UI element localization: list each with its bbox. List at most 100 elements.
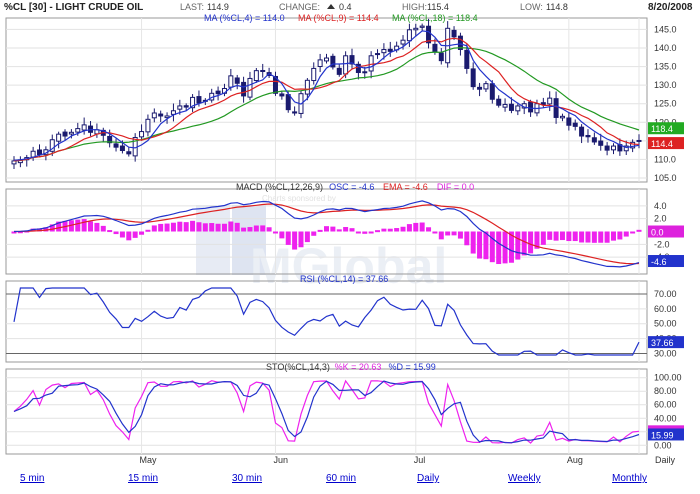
candle-body	[419, 25, 425, 28]
candle-body	[68, 131, 74, 135]
sto-k-line	[13, 379, 640, 444]
price-value-badge	[648, 137, 684, 150]
candle-body	[413, 27, 419, 31]
macd-histogram-bar	[190, 220, 196, 232]
candle-body	[215, 90, 221, 95]
candle-body	[604, 145, 610, 151]
period-link-15-min[interactable]: 15 min	[128, 473, 158, 484]
rsi-title: RSI (%CL,14) = 37.66	[300, 274, 388, 284]
low-label: LOW:	[520, 2, 543, 12]
macd-histogram-bar	[451, 231, 457, 236]
macd-histogram-bar	[272, 231, 278, 234]
macd-histogram-bar	[349, 228, 355, 232]
macd-histogram-bar	[553, 231, 559, 241]
macd-histogram-bar	[304, 231, 310, 243]
macd-histogram-bar	[438, 231, 444, 240]
macd-histogram-bar	[68, 220, 74, 232]
x-axis-label: Aug	[567, 455, 583, 465]
macd-histogram-bar	[285, 231, 291, 245]
ma-legend-item: MA (%CL,9) = 114.4	[298, 13, 379, 23]
sto-d-line	[13, 380, 640, 444]
price-tick-label: 105.0	[654, 173, 677, 183]
macd-value-badge-label: -4.6	[651, 257, 667, 267]
candle-body	[272, 75, 278, 94]
period-link-60-min[interactable]: 60 min	[326, 473, 356, 484]
period-link-weekly[interactable]: Weekly	[508, 473, 541, 484]
period-link-30-min[interactable]: 30 min	[232, 473, 262, 484]
price-tick-label: 130.0	[654, 80, 677, 90]
period-link-monthly[interactable]: Monthly	[612, 473, 647, 484]
candle-body	[190, 96, 196, 109]
macd-histogram-bar	[43, 227, 49, 232]
candle-body	[56, 133, 62, 142]
candle-body	[610, 145, 616, 151]
header-bar	[0, 0, 700, 12]
watermark-sponsor: Charts sponsored by	[262, 194, 336, 203]
candle-body	[81, 124, 87, 131]
macd-histogram-bar	[177, 221, 183, 232]
candle-body	[241, 81, 247, 97]
macd-histogram-bar	[75, 219, 81, 232]
macd-histogram-bar	[100, 225, 106, 232]
price-panel-frame	[5, 17, 648, 183]
candle-body	[559, 115, 565, 119]
last-value: 114.9	[207, 2, 229, 12]
price-tick-label: 110.0	[654, 154, 676, 164]
candle-body	[470, 68, 476, 88]
macd-histogram-bar	[37, 228, 43, 232]
sto-tick-label: 100.00	[654, 373, 682, 383]
candle-body	[126, 151, 132, 155]
candle-body	[324, 57, 329, 62]
macd-histogram-bar	[623, 231, 629, 237]
candle-body	[49, 139, 55, 152]
macd-title-part: OSC = -4.6	[329, 182, 374, 192]
macd-histogram-bar	[470, 231, 476, 254]
ma4-line	[13, 30, 640, 161]
macd-title-part: DIF = 0.0	[437, 182, 474, 192]
rsi-value-badge	[648, 336, 684, 349]
rsi-tick-label: 70.00	[654, 289, 677, 299]
candle-body	[145, 118, 151, 133]
sto-value-badge-label: 15.99	[651, 430, 674, 440]
macd-histogram-bar	[113, 231, 119, 235]
macd-histogram-bar	[11, 231, 17, 234]
candle-body	[483, 83, 489, 90]
macd-histogram-bar	[164, 223, 170, 232]
rsi-tick-label: 30.00	[654, 349, 677, 359]
macd-histogram-bar	[158, 223, 164, 232]
macd-histogram-bar	[221, 223, 227, 232]
x-axis-label: Jun	[273, 455, 288, 465]
macd-histogram-bar	[343, 227, 349, 232]
price-value-badge	[648, 122, 684, 135]
period-link-5-min[interactable]: 5 min	[20, 473, 44, 484]
candle-body	[151, 112, 157, 119]
sto-value-badge	[648, 428, 684, 441]
candle-body	[139, 131, 145, 138]
candle-body	[164, 115, 170, 119]
macd-histogram-bar	[464, 231, 470, 246]
macd-histogram-bar	[183, 222, 189, 232]
macd-histogram-bar	[362, 231, 368, 234]
watermark-block	[196, 205, 230, 275]
macd-histogram-bar	[400, 226, 406, 232]
period-link-daily[interactable]: Daily	[417, 473, 439, 484]
sto-tick-label: 80.00	[654, 386, 677, 396]
watermark: Charts sponsored by MGlobal	[196, 194, 447, 294]
macd-histogram-bar	[630, 231, 636, 234]
rsi-panel-frame	[5, 280, 648, 363]
macd-histogram-bar	[56, 221, 62, 232]
candle-body	[362, 71, 368, 74]
x-axis-label: Daily	[655, 455, 676, 465]
candle-body	[438, 52, 444, 62]
sto-tick-label: 0.00	[654, 440, 672, 450]
macd-histogram-bar	[445, 231, 451, 236]
ma-legend-item: MA (%CL,4) = 114.0	[204, 13, 285, 23]
last-label: LAST:	[180, 2, 204, 12]
macd-histogram-bar	[432, 231, 438, 234]
macd-histogram-bar	[534, 231, 540, 249]
candle-body	[528, 101, 534, 113]
macd-histogram-bar	[94, 222, 100, 232]
candle-body	[400, 39, 406, 45]
macd-histogram-bar	[145, 229, 151, 232]
